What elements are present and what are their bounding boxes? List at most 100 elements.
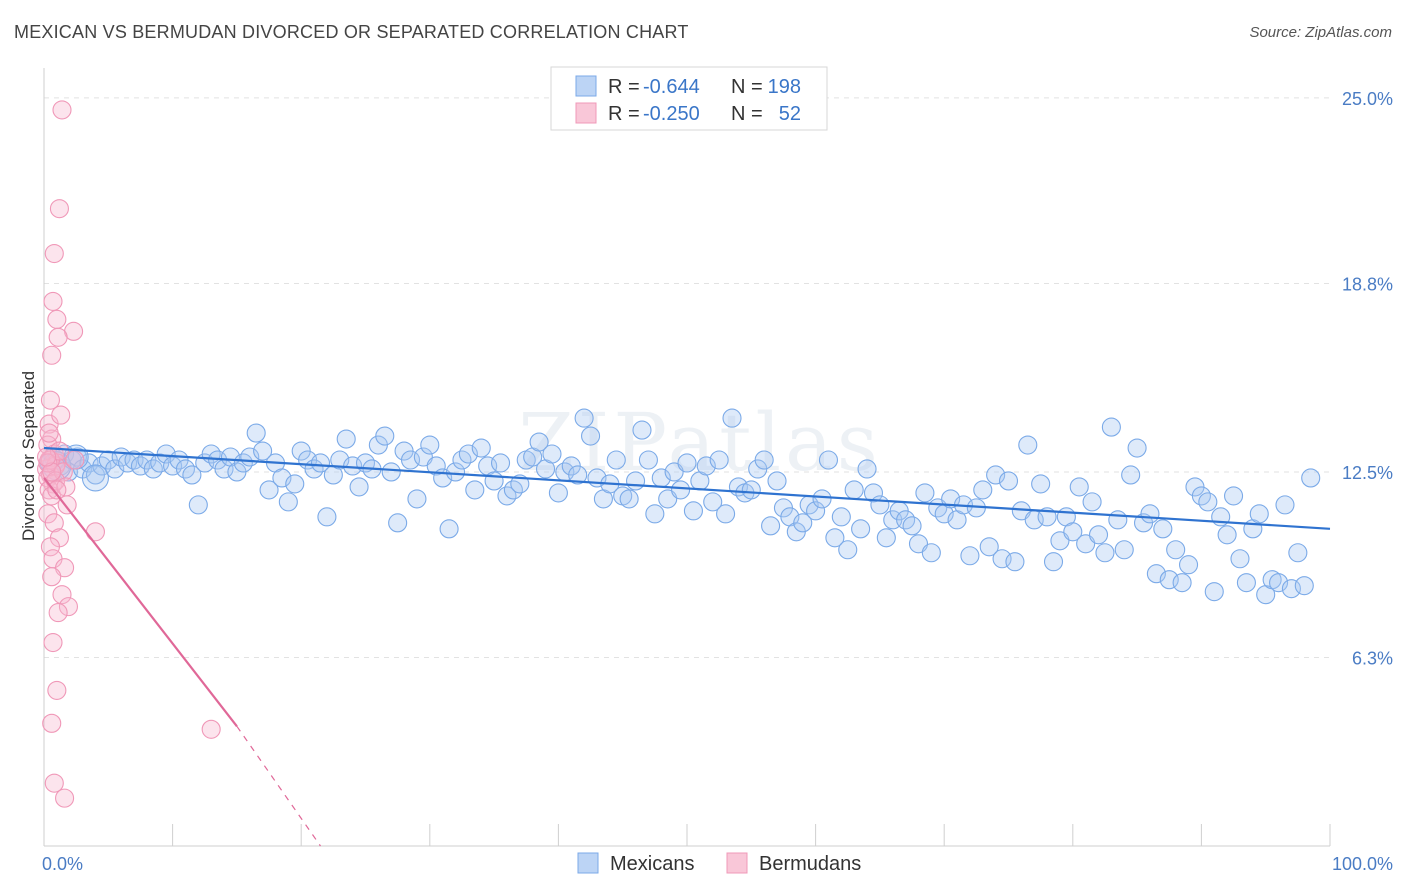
bermudans-point	[49, 199, 69, 219]
stats-swatch-mexicans	[575, 75, 597, 97]
mexicans-point	[973, 480, 993, 500]
stats-n-value-bermudans: 52	[779, 103, 801, 125]
mexicans-point	[806, 501, 826, 521]
mexicans-point	[1140, 504, 1160, 524]
mexicans-point	[998, 471, 1019, 491]
mexicans-point	[1095, 543, 1115, 563]
mexicans-point	[1288, 543, 1308, 563]
mexicans-point	[825, 528, 845, 548]
legend-label-bermudans: Bermudans	[759, 853, 861, 875]
mexicans-point	[1198, 492, 1218, 512]
mexicans-point	[317, 507, 337, 527]
bermudans-point	[43, 291, 63, 311]
mexicans-point	[979, 537, 999, 557]
bermudans-point	[48, 327, 68, 347]
mexicans-point	[182, 465, 202, 485]
bermudans-point	[58, 597, 78, 617]
mexicans-point	[1018, 435, 1038, 455]
mexicans-point	[709, 450, 729, 470]
mexicans-point	[1301, 468, 1321, 488]
mexicans-point	[831, 507, 851, 527]
mexicans-point	[426, 456, 446, 476]
mexicans-point	[1101, 417, 1121, 437]
source-label: Source: ZipAtlas.com	[1249, 24, 1392, 41]
mexicans-point	[1217, 525, 1237, 545]
stats-n-label-mexicans: N =	[731, 76, 763, 98]
bermudans-point	[65, 450, 85, 470]
y-tick-label: 18.8%	[1342, 274, 1393, 294]
bermudans-point	[52, 100, 72, 120]
mexicans-point	[1294, 576, 1314, 596]
mexicans-point	[1178, 555, 1199, 575]
bermudans-point	[44, 513, 64, 533]
mexicans-point	[490, 453, 511, 473]
bermudans-point	[47, 680, 67, 700]
mexicans-point	[67, 447, 87, 467]
bermudans-point	[44, 773, 64, 793]
bermudans-point	[40, 390, 60, 410]
mexicans-point	[510, 474, 530, 494]
mexicans-point	[921, 543, 941, 563]
mexicans-point	[844, 480, 864, 500]
bermudans-point	[48, 603, 68, 623]
mexicans-point	[568, 465, 588, 485]
mexicans-point	[375, 426, 395, 446]
bermudans-point	[42, 713, 62, 733]
mexicans-point	[1236, 573, 1256, 593]
mexicans-point	[870, 495, 890, 515]
stats-swatch-bermudans	[575, 102, 597, 124]
x-tick-label: 0.0%	[42, 854, 83, 874]
mexicans-point	[484, 471, 504, 491]
mexicans-point	[1005, 552, 1025, 572]
mexicans-point	[1153, 519, 1173, 539]
stats-r-value-bermudans: -0.250	[643, 103, 700, 125]
mexicans-point	[1172, 573, 1192, 593]
mexicans-point	[349, 477, 369, 497]
bermudans-point	[85, 522, 105, 542]
mexicans-point	[915, 483, 935, 503]
mexicans-point	[1108, 510, 1128, 530]
mexicans-point	[812, 489, 832, 509]
mexicans-point	[1230, 549, 1250, 569]
mexicans-point	[1127, 438, 1147, 458]
mexicans-point	[683, 501, 703, 521]
y-tick-label: 6.3%	[1352, 648, 1393, 668]
mexicans-point	[818, 450, 839, 470]
mexicans-point	[863, 483, 884, 503]
mexicans-point	[246, 423, 266, 443]
stats-legend-frame	[550, 66, 828, 131]
series-legend: Mexicans Bermudans	[577, 852, 861, 875]
mexicans-point	[645, 504, 665, 524]
mexicans-point	[857, 459, 877, 479]
mexicans-point	[439, 519, 459, 539]
mexicans-point	[336, 429, 356, 449]
mexicans-point	[1114, 540, 1134, 560]
mexicans-point	[529, 432, 549, 452]
mexicans-point	[388, 513, 408, 533]
mexicans-point	[1275, 495, 1295, 515]
legend-swatch-mexicans	[577, 852, 599, 874]
bermudans-point	[52, 585, 72, 605]
mexicans-point	[851, 519, 871, 539]
y-tick-label: 12.5%	[1342, 463, 1393, 483]
mexicans-point	[638, 450, 658, 470]
mexicans-point	[1043, 552, 1064, 572]
bermudans-point	[51, 405, 71, 425]
stats-r-value-mexicans: -0.644	[643, 76, 700, 98]
legend-label-mexicans: Mexicans	[610, 853, 694, 875]
mexicans-point	[754, 450, 774, 470]
mexicans-trend-line	[43, 446, 1331, 530]
bermudans-point	[40, 537, 60, 557]
mexicans-point	[407, 489, 427, 509]
bermudans-point	[42, 462, 62, 482]
mexicans-point	[606, 450, 626, 470]
mexicans-point	[420, 435, 440, 455]
mexicans-point	[1121, 465, 1141, 485]
bermudans-point	[42, 345, 62, 365]
mexicans-point	[876, 528, 896, 548]
bermudans-trend-line	[43, 477, 238, 727]
bermudans-point	[55, 788, 75, 808]
mexicans-point	[259, 480, 279, 500]
stats-n-value-mexicans: 198	[768, 76, 801, 98]
